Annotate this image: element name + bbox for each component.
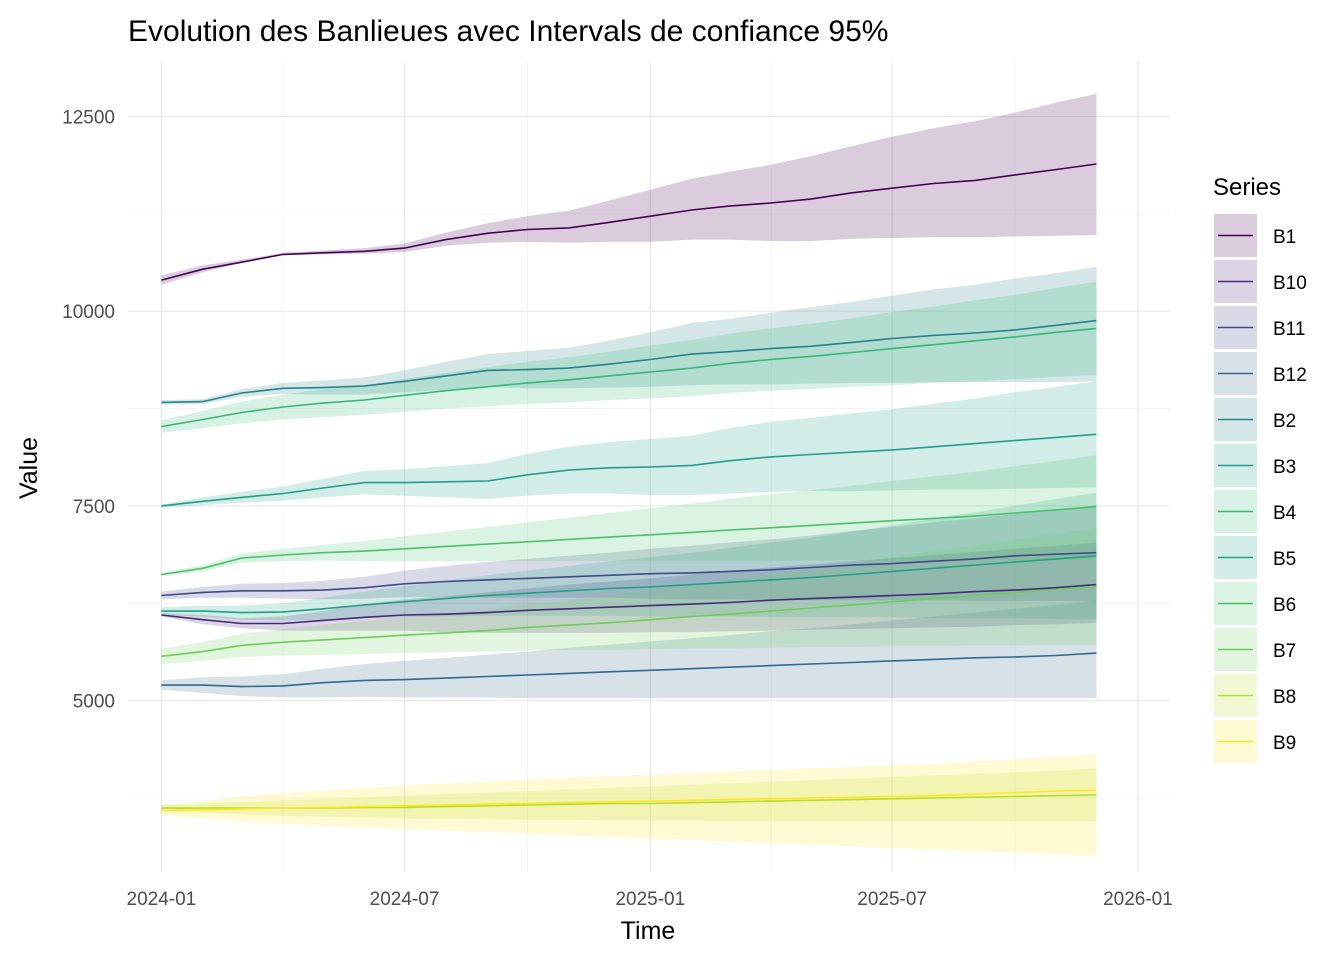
x-tick-label: 2026-01 — [1103, 889, 1173, 910]
series-line-b3 — [161, 433, 1097, 507]
confidence-band-b6 — [161, 455, 1097, 576]
x-axis-title: Time — [621, 917, 676, 945]
legend-label-b11: B11 — [1273, 319, 1305, 340]
legend-label-b3: B3 — [1273, 457, 1296, 478]
confidence-band-b12 — [161, 601, 1097, 699]
series-line-b1 — [161, 163, 1097, 281]
y-axis-ticks: 5000 7500 10000 12500 — [62, 108, 115, 713]
x-tick-label: 2025-07 — [857, 889, 927, 910]
series-line-b2 — [161, 319, 1097, 404]
confidence-band-b9 — [161, 754, 1097, 856]
x-tick-label: 2024-01 — [127, 889, 197, 910]
y-tick-label: 7500 — [73, 497, 115, 518]
confidence-band-b3 — [161, 381, 1097, 508]
y-axis-title: Value — [15, 437, 43, 499]
series-line-b12 — [161, 652, 1097, 688]
y-tick-label: 12500 — [62, 108, 115, 129]
series-line-b6 — [161, 505, 1097, 576]
confidence-band-b1 — [161, 93, 1097, 285]
legend-label-b4: B4 — [1273, 503, 1297, 524]
series-line-b10 — [161, 583, 1097, 625]
confidence-band-b5 — [161, 492, 1097, 621]
series-lines — [161, 163, 1097, 812]
legend-title: Series — [1213, 174, 1281, 201]
legend-label-b1: B1 — [1273, 227, 1296, 248]
x-tick-label: 2024-07 — [370, 889, 440, 910]
legend-label-b2: B2 — [1273, 411, 1296, 432]
legend-label-b7: B7 — [1273, 641, 1296, 662]
legend-label-b12: B12 — [1273, 365, 1307, 386]
legend-label-b6: B6 — [1273, 595, 1296, 616]
confidence-band-b11 — [161, 505, 1097, 602]
series-line-b5 — [161, 555, 1097, 614]
y-tick-label: 5000 — [73, 692, 115, 713]
plot-grid — [128, 62, 1170, 872]
confidence-band-b7 — [161, 527, 1097, 664]
chart-title: Evolution des Banlieues avec Intervals d… — [128, 15, 888, 48]
x-axis-ticks: 2024-01 2024-07 2025-01 2025-07 2026-01 — [127, 889, 1173, 910]
legend-label-b5: B5 — [1273, 549, 1296, 570]
y-tick-label: 10000 — [62, 302, 115, 323]
legend: B1 B10 B11 B12 B2 B3 B4 B5 B6 B7 B8 B9 — [1214, 214, 1307, 763]
legend-label-b9: B9 — [1273, 733, 1296, 754]
confidence-bands — [161, 93, 1097, 856]
series-line-b4 — [161, 327, 1097, 428]
confidence-band-b4 — [161, 281, 1097, 433]
confidence-band-b2 — [161, 266, 1097, 405]
series-line-b7 — [161, 585, 1097, 658]
x-tick-label: 2025-01 — [615, 889, 685, 910]
series-line-b11 — [161, 551, 1097, 597]
legend-label-b8: B8 — [1273, 687, 1296, 708]
legend-label-b10: B10 — [1273, 273, 1307, 294]
series-line-b9 — [161, 789, 1097, 812]
